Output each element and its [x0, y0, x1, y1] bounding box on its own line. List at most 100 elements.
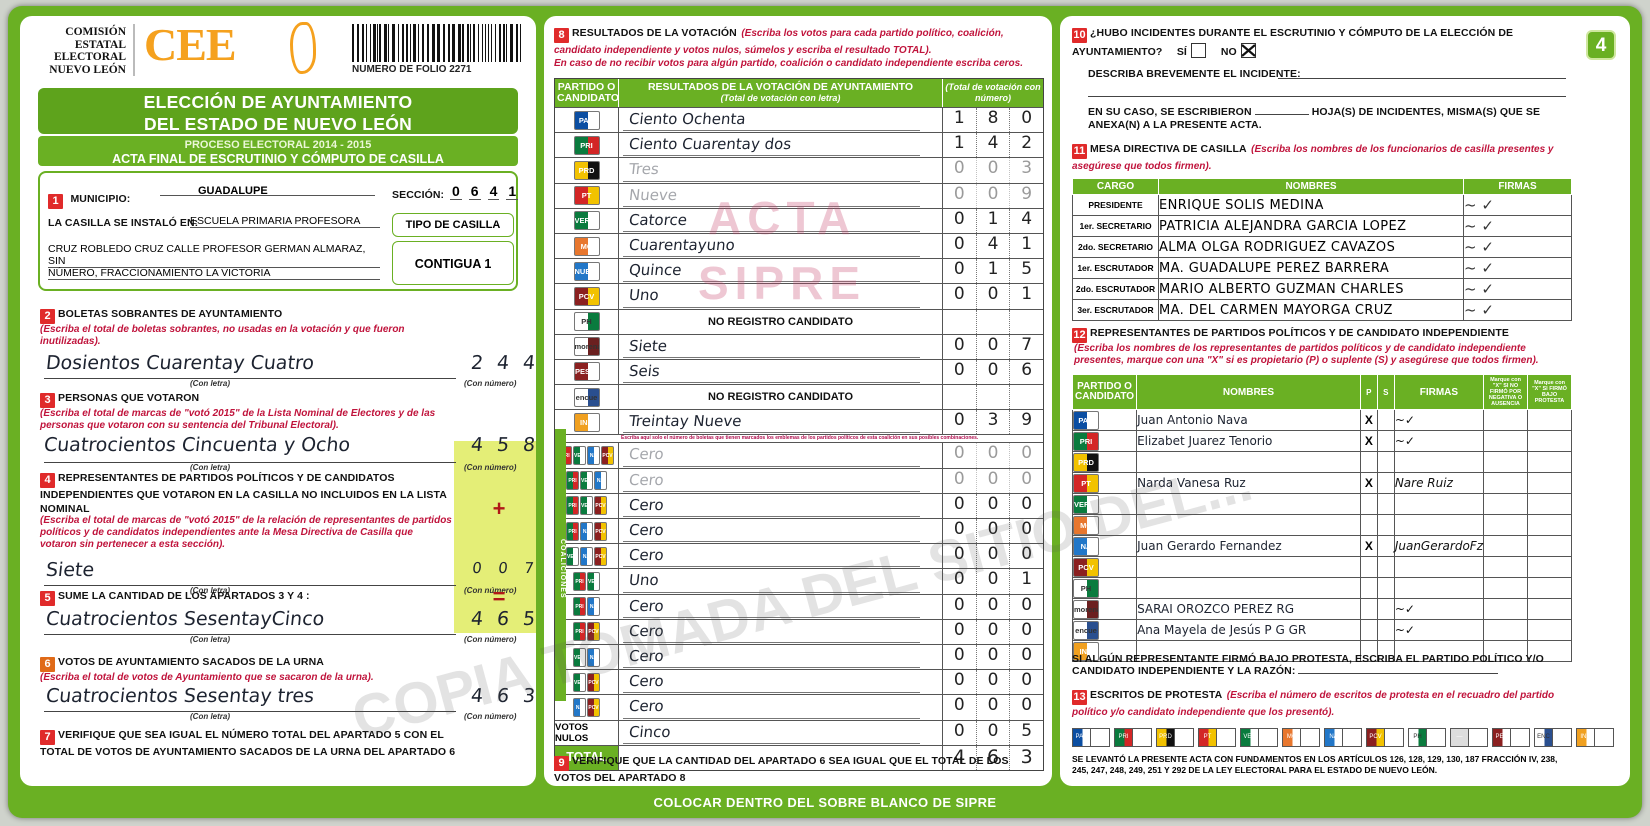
rep-negativa-mark[interactable]: [1484, 578, 1528, 599]
protest-box-ph[interactable]: PH: [1408, 728, 1446, 747]
rep-p-mark[interactable]: X: [1360, 410, 1377, 431]
rep-p-mark[interactable]: [1360, 620, 1377, 641]
rep-negativa-mark[interactable]: [1484, 536, 1528, 557]
rep-negativa-mark[interactable]: [1484, 431, 1528, 452]
rep-s-mark[interactable]: [1377, 452, 1394, 473]
protest-count-input[interactable]: [1300, 729, 1319, 746]
section-3-instruction: (Escriba el total de marcas de "votó 201…: [40, 408, 440, 432]
party-logo-ph: PH: [574, 312, 600, 331]
rep-p-mark[interactable]: X: [1360, 473, 1377, 494]
rep-protesta-mark[interactable]: [1528, 536, 1572, 557]
protest-count-input[interactable]: [1594, 729, 1613, 746]
protest-count-input[interactable]: [1468, 729, 1487, 746]
vote-row-letra: Cero: [619, 494, 943, 518]
rep-negativa-mark[interactable]: [1484, 494, 1528, 515]
protest-box-prd[interactable]: PRD: [1156, 728, 1194, 747]
rep-protesta-mark[interactable]: [1528, 431, 1572, 452]
rep-negativa-mark[interactable]: [1484, 599, 1528, 620]
rep-p-mark[interactable]: [1360, 452, 1377, 473]
rep-header-p: P: [1360, 375, 1377, 410]
vote-row-letra: Seis: [619, 360, 943, 384]
party-logo-encuentro: encue: [1073, 621, 1099, 640]
section-9: 9 VERIFIQUE QUE LA CANTIDAD DEL APARTADO …: [554, 754, 1046, 784]
rep-s-mark[interactable]: [1377, 620, 1394, 641]
rep-s-mark[interactable]: [1377, 410, 1394, 431]
rep-s-mark[interactable]: [1377, 557, 1394, 578]
protest-box-pan[interactable]: PAN: [1072, 728, 1110, 747]
rep-p-mark[interactable]: X: [1360, 536, 1377, 557]
describe-incident-input[interactable]: [1278, 78, 1566, 79]
protest-box-verde[interactable]: VER: [1240, 728, 1278, 747]
hojas-text-1: EN SU CASO, SE ESCRIBIERON: [1088, 106, 1252, 118]
rep-p-mark[interactable]: [1360, 515, 1377, 536]
vote-row-numero: 006: [943, 360, 1043, 384]
protest-party-icon: PES: [1493, 729, 1510, 746]
protest-box-pri[interactable]: PRI: [1114, 728, 1152, 747]
rep-s-mark[interactable]: [1377, 494, 1394, 515]
rep-p-mark[interactable]: [1360, 557, 1377, 578]
protest-count-input[interactable]: [1258, 729, 1277, 746]
rep-p-mark[interactable]: X: [1360, 431, 1377, 452]
rep-protesta-mark[interactable]: [1528, 620, 1572, 641]
rep-p-mark[interactable]: [1360, 494, 1377, 515]
rep-protesta-mark[interactable]: [1528, 515, 1572, 536]
rep-protesta-mark[interactable]: [1528, 494, 1572, 515]
vote-row: PRI PCV Cero 0 0 0: [555, 619, 1043, 644]
vote-row-numero: 180: [943, 108, 1043, 132]
rep-protesta-mark[interactable]: [1528, 473, 1572, 494]
protest-box-pes[interactable]: PES: [1492, 728, 1530, 747]
rep-negativa-mark[interactable]: [1484, 620, 1528, 641]
rep-negativa-mark[interactable]: [1484, 473, 1528, 494]
protest-count-input[interactable]: [1216, 729, 1235, 746]
rep-protesta-mark[interactable]: [1528, 452, 1572, 473]
vote-row-numero: 000: [943, 519, 1043, 543]
protest-box-ind[interactable]: IND: [1576, 728, 1614, 747]
protest-input[interactable]: [1298, 673, 1498, 674]
protest-box-pt[interactable]: PT: [1198, 728, 1236, 747]
protest-count-input[interactable]: [1174, 729, 1193, 746]
protest-count-input[interactable]: [1552, 729, 1571, 746]
rep-negativa-mark[interactable]: [1484, 557, 1528, 578]
rep-s-mark[interactable]: [1377, 473, 1394, 494]
hojas-input[interactable]: [1255, 114, 1309, 115]
rep-negativa-mark[interactable]: [1484, 515, 1528, 536]
rep-s-mark[interactable]: [1377, 599, 1394, 620]
rep-negativa-mark[interactable]: [1484, 452, 1528, 473]
party-logo-na: NA: [580, 547, 593, 566]
protest-box--[interactable]: —: [1450, 728, 1488, 747]
protest-box-pcv[interactable]: PCV: [1366, 728, 1404, 747]
party-logo-ph: PH: [1073, 579, 1099, 598]
mesa-firma: ~ ✓: [1464, 237, 1572, 258]
mesa-nombre: PATRICIA ALEJANDRA GARCIA LOPEZ: [1159, 216, 1464, 237]
protest-count-input[interactable]: [1510, 729, 1529, 746]
rep-p-mark[interactable]: [1360, 578, 1377, 599]
rep-s-mark[interactable]: [1377, 515, 1394, 536]
protest-count-input[interactable]: [1342, 729, 1361, 746]
rep-protesta-mark[interactable]: [1528, 410, 1572, 431]
vote-row: IND Treintay Nueve 0 3 9: [555, 409, 1043, 434]
no-checkbox[interactable]: [1241, 43, 1256, 58]
rep-negativa-mark[interactable]: [1484, 410, 1528, 431]
party-logo-pri: PRI: [574, 136, 600, 155]
section-2-number: 2: [40, 309, 55, 324]
protest-box-enc[interactable]: ENC: [1534, 728, 1572, 747]
section-2-title: BOLETAS SOBRANTES DE AYUNTAMIENTO: [58, 308, 282, 320]
protest-box-mc[interactable]: MC: [1282, 728, 1320, 747]
rep-s-mark[interactable]: [1377, 578, 1394, 599]
rep-protesta-mark[interactable]: [1528, 578, 1572, 599]
rep-protesta-mark[interactable]: [1528, 599, 1572, 620]
rep-nombre: [1137, 515, 1361, 536]
rep-protesta-mark[interactable]: [1528, 557, 1572, 578]
rep-s-mark[interactable]: [1377, 431, 1394, 452]
protest-count-input[interactable]: [1384, 729, 1403, 746]
protest-box-na[interactable]: NA: [1324, 728, 1362, 747]
protest-count-input[interactable]: [1132, 729, 1151, 746]
vote-row-numero: 000: [943, 645, 1043, 669]
rep-s-mark[interactable]: [1377, 536, 1394, 557]
protest-count-input[interactable]: [1090, 729, 1109, 746]
section-3-title: PERSONAS QUE VOTARON: [58, 392, 199, 404]
rep-p-mark[interactable]: [1360, 599, 1377, 620]
si-checkbox[interactable]: [1191, 43, 1206, 58]
protest-count-input[interactable]: [1426, 729, 1445, 746]
vote-row-letra: Cero: [619, 519, 943, 543]
